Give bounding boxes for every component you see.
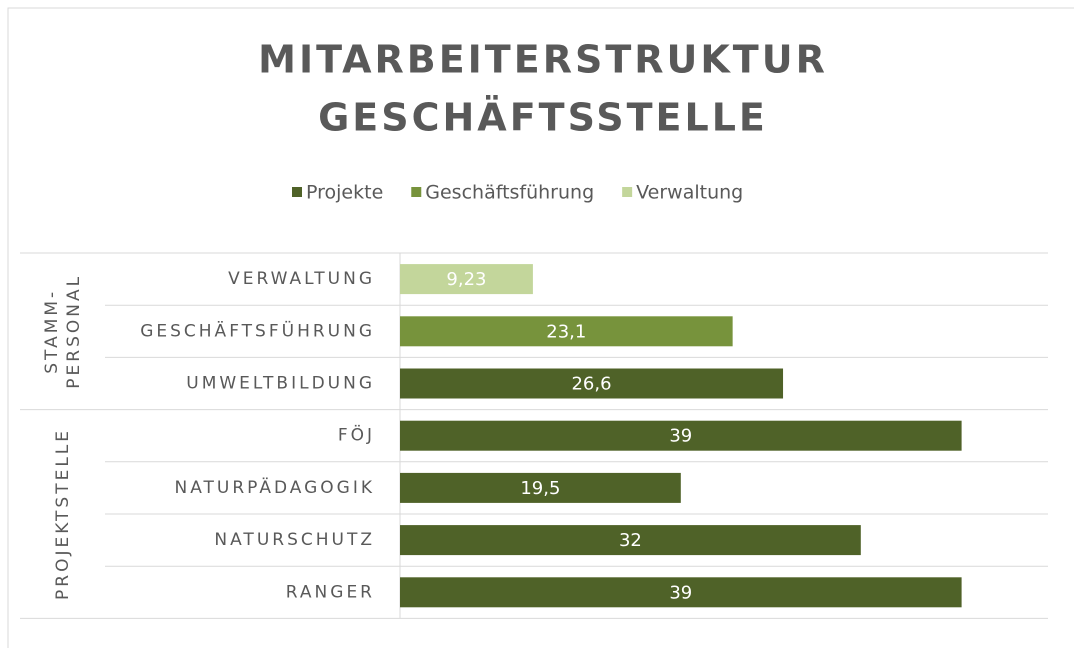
- data-label: 9,23: [446, 269, 486, 290]
- group-label: PROJEKTSTELLE: [53, 428, 73, 600]
- data-label: 39: [669, 426, 692, 447]
- y-tick-label: GESCHÄFTSFÜHRUNG: [140, 319, 375, 341]
- group-label: PERSONAL: [64, 274, 84, 389]
- data-label: 23,1: [546, 321, 586, 342]
- legend-label: Projekte: [306, 182, 383, 204]
- y-tick-label: UMWELTBILDUNG: [186, 374, 375, 394]
- data-label: 26,6: [571, 374, 611, 395]
- legend-label: Geschäftsführung: [425, 182, 594, 204]
- bar: [400, 368, 784, 399]
- legend-label: Verwaltung: [636, 182, 743, 204]
- legend-swatch: [411, 187, 422, 197]
- y-tick-label: NATURPÄDAGOGIK: [175, 477, 375, 498]
- legend-swatch: [622, 187, 633, 197]
- legend-swatch: [292, 187, 302, 197]
- y-tick-label: VERWALTUNG: [228, 269, 375, 289]
- data-label: 32: [619, 530, 642, 551]
- bar: [400, 525, 861, 556]
- bar: [400, 472, 681, 503]
- bar: [400, 420, 962, 451]
- group-label: STAMM-: [42, 289, 62, 374]
- bar: [400, 264, 533, 295]
- data-label: 19,5: [520, 478, 560, 499]
- y-tick-label: FÖJ: [338, 424, 375, 446]
- bar: [400, 577, 962, 608]
- bar: [400, 316, 733, 347]
- chart-title: MITARBEITERSTRUKTUR: [258, 38, 828, 82]
- y-tick-label: NATURSCHUTZ: [214, 530, 375, 550]
- y-tick-label: RANGER: [286, 582, 375, 602]
- chart-title: GESCHÄFTSSTELLE: [318, 96, 768, 140]
- data-label: 39: [669, 582, 692, 603]
